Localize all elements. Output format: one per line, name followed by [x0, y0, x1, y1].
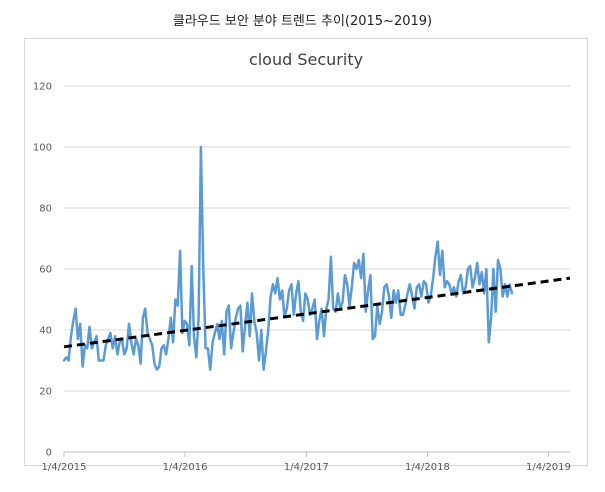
x-tick-label: 1/4/2018 [405, 462, 450, 473]
gridlines [64, 85, 570, 392]
y-tick-label: 0 [46, 448, 52, 459]
series-line-cloud-security [62, 145, 514, 371]
y-tick-label: 80 [39, 204, 52, 215]
x-tick-label: 1/4/2019 [526, 462, 571, 473]
y-tick-label: 20 [39, 387, 52, 398]
x-tick-label: 1/4/2017 [284, 462, 329, 473]
y-tick-label: 60 [39, 265, 52, 276]
x-axis-ticks: 1/4/2015 1/4/2016 1/4/2017 1/4/2018 1/4/2019 [42, 452, 571, 473]
y-tick-label: 100 [33, 143, 52, 154]
chart-title: cloud Security [248, 50, 364, 69]
page-title: 클라우드 보안 분야 트렌드 추이(2015~2019) [172, 14, 433, 29]
y-tick-label: 120 [33, 82, 52, 93]
chart-area [24, 38, 588, 466]
x-tick-label: 1/4/2015 [42, 462, 87, 473]
y-tick-label: 40 [39, 326, 52, 337]
series-layer [62, 145, 571, 371]
trend-line [63, 276, 571, 349]
x-tick-label: 1/4/2016 [163, 462, 208, 473]
y-axis-ticks: 0 20 40 60 80 100 120 [33, 82, 52, 459]
